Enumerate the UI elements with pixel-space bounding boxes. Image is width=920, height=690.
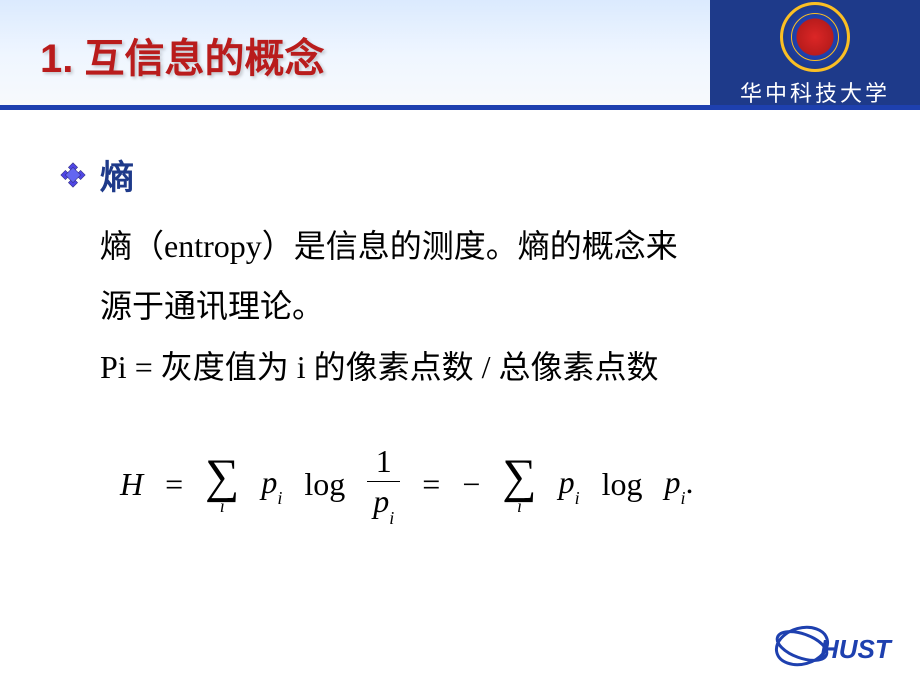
sum-index-1: i [220,497,225,515]
diamond-bullet-icon [60,162,86,188]
sum-index-2: i [517,497,522,515]
corner-logo-text: HUST [820,634,893,664]
university-seal-icon [780,2,850,72]
fraction-denominator: pi [367,481,400,524]
fraction: 1 pi [367,444,400,524]
fraction-numerator: 1 [370,444,398,481]
bullet-row: 熵 [60,150,860,199]
log-2: log [602,466,643,503]
paragraph-line-2: 源于通讯理论。 [100,279,860,333]
slide-title: 1. 互信息的概念 [40,26,324,84]
paragraph-line-1: 熵（entropy）是信息的测度。熵的概念来 [100,219,860,273]
header-right-region: 华中科技大学 [710,0,920,110]
log-1: log [304,466,345,503]
formula-eq-1: = [165,466,183,503]
pi-definition-line: Pi = 灰度值为 i 的像素点数 / 总像素点数 [100,340,860,394]
slide-content: 熵 熵（entropy）是信息的测度。熵的概念来 源于通讯理论。 Pi = 灰度… [0,110,920,525]
minus-sign: − [462,466,480,503]
formula-lhs: H [120,466,143,503]
formula-eq-2: = [422,466,440,503]
sigma-icon-2: ∑ [502,453,536,501]
header-left-region: 1. 互信息的概念 [0,0,710,110]
summation-2: ∑ i [502,453,536,515]
university-name: 华中科技大学 [740,76,890,108]
header-divider [0,105,920,110]
summation-1: ∑ i [205,453,239,515]
p-i-term-2: pi [559,464,580,505]
sigma-icon: ∑ [205,453,239,501]
p-i-term-1: pi [261,464,282,505]
slide-header: 1. 互信息的概念 华中科技大学 [0,0,920,110]
p-i-term-3: pi. [665,464,694,505]
bullet-label: 熵 [100,150,134,199]
entropy-formula: H = ∑ i pi log 1 pi = − ∑ i p [120,444,860,524]
corner-logo-icon: HUST [772,616,902,676]
